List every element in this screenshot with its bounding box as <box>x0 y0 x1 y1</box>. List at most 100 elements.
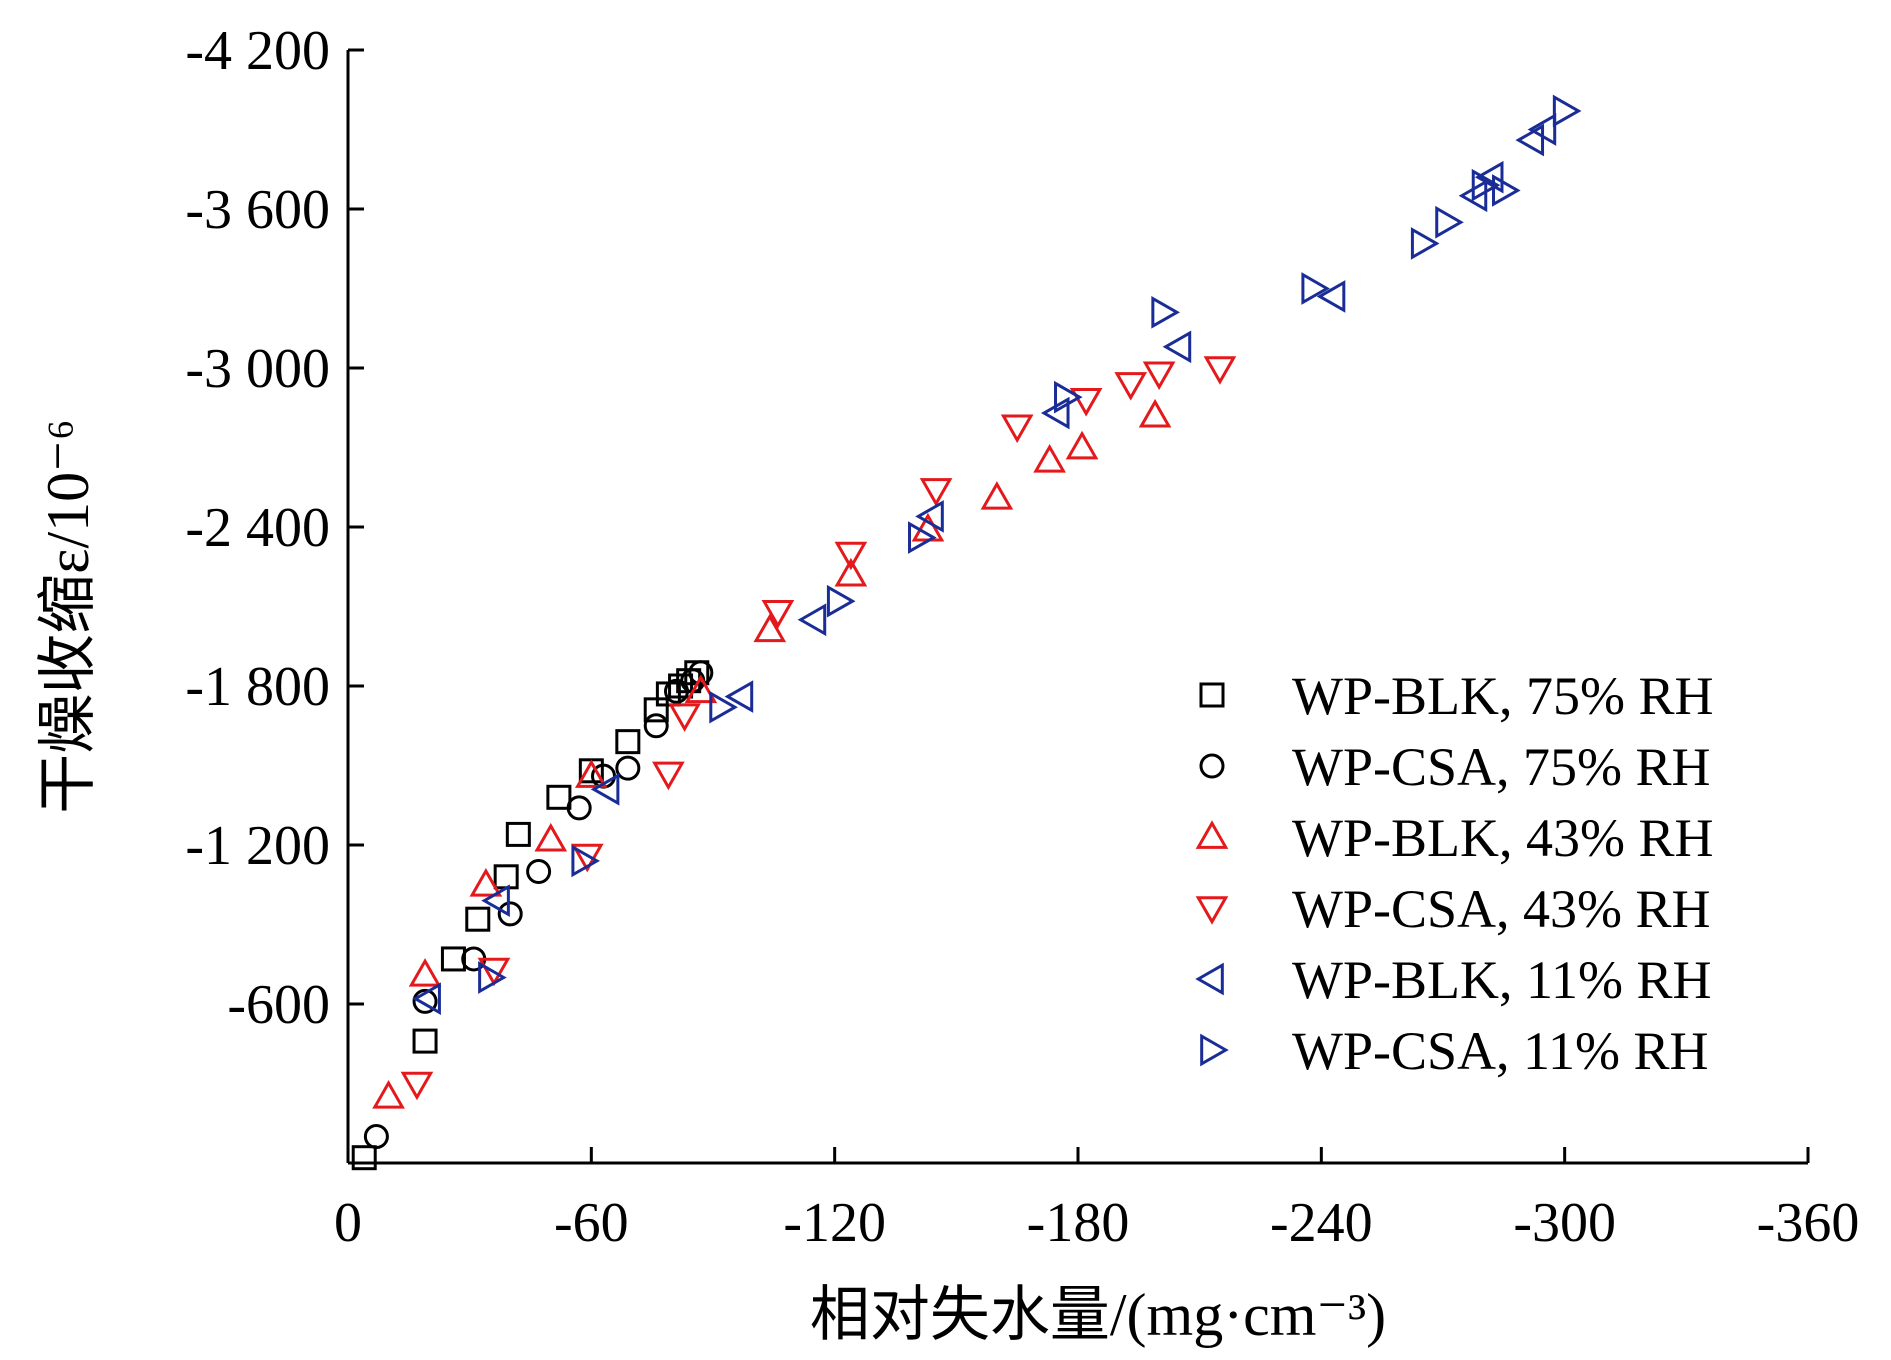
legend-item: WP-CSA, 43% RH <box>1195 879 1711 939</box>
x-tick-label: -180 <box>1027 1192 1130 1254</box>
data-point <box>652 761 685 791</box>
y-tick-label: -3 600 <box>185 179 330 241</box>
data-point <box>668 673 694 699</box>
series-5 <box>412 113 1557 1016</box>
data-point <box>546 784 572 810</box>
data-point <box>834 557 868 587</box>
data-point <box>497 901 523 927</box>
data-point <box>570 843 604 873</box>
data-point <box>797 603 827 637</box>
data-point <box>1069 387 1103 417</box>
data-point <box>761 599 795 629</box>
data-point <box>724 680 754 713</box>
data-point <box>688 660 714 686</box>
x-tick-label: -300 <box>1513 1192 1616 1254</box>
legend-label: WP-BLK, 43% RH <box>1292 808 1713 868</box>
data-point <box>363 1124 389 1149</box>
y-tick-label: -1 200 <box>185 815 330 877</box>
legend-label: WP-BLK, 11% RH <box>1292 950 1711 1010</box>
data-point <box>615 755 641 781</box>
data-point <box>351 1145 377 1171</box>
data-point <box>469 867 503 897</box>
data-point <box>834 541 868 571</box>
data-point <box>615 729 641 755</box>
data-point <box>1151 296 1180 329</box>
y-tick-label: -600 <box>227 974 330 1036</box>
data-point <box>1527 113 1557 146</box>
data-point <box>505 821 531 847</box>
legend-label: WP-CSA, 43% RH <box>1292 879 1711 939</box>
data-point <box>481 884 510 917</box>
legend-label: WP-CSA, 11% RH <box>1292 1021 1709 1081</box>
x-tick-label: -240 <box>1270 1192 1373 1254</box>
data-point <box>412 982 441 1016</box>
legend: WP-BLK, 75% RH WP-CSA, 75% RH WP-BLK, 43% … <box>1195 666 1713 1081</box>
data-point <box>1054 380 1083 414</box>
series-2 <box>363 660 714 1149</box>
x-tick-label: -360 <box>1757 1192 1860 1254</box>
x-tick-label: -120 <box>783 1192 886 1254</box>
data-point <box>571 844 600 878</box>
axes: 0 -60 -120 -180 -240 -300 -360 -600 -1 200 -1 800… <box>185 20 1859 1254</box>
legend-marker <box>1199 753 1225 779</box>
data-point <box>408 958 442 987</box>
data-point <box>1492 174 1521 207</box>
data-point <box>1471 168 1501 202</box>
data-point <box>412 988 438 1014</box>
data-point <box>1000 414 1034 444</box>
x-tick-label: 0 <box>334 1192 362 1254</box>
data-point <box>1552 94 1582 128</box>
data-point <box>1316 280 1346 313</box>
y-tick-label: -1 800 <box>185 656 330 718</box>
data-point <box>1515 123 1545 157</box>
data-point <box>1435 205 1464 239</box>
data-point <box>1142 361 1176 391</box>
x-axis-label: 相对失水量/(mg·cm⁻³) <box>810 1282 1386 1348</box>
series-6 <box>478 94 1582 994</box>
legend-marker <box>1195 962 1224 996</box>
data-point <box>478 961 507 994</box>
data-point <box>590 773 620 806</box>
data-point <box>684 674 718 704</box>
data-point <box>709 690 738 724</box>
legend-marker <box>1195 896 1229 925</box>
data-point <box>980 481 1014 510</box>
data-point <box>1114 372 1148 401</box>
data-point <box>1033 443 1066 473</box>
y-tick-label: -4 200 <box>185 20 330 82</box>
data-point <box>643 713 669 739</box>
data-point <box>477 957 511 987</box>
legend-label: WP-CSA, 75% RH <box>1292 737 1711 797</box>
data-point <box>1301 272 1330 305</box>
y-tick-label: -3 000 <box>185 338 330 400</box>
data-point <box>1410 227 1440 260</box>
data-point <box>465 906 491 932</box>
data-point <box>753 613 787 643</box>
legend-item: WP-CSA, 75% RH <box>1199 737 1711 797</box>
data-point <box>1162 330 1192 364</box>
series-4 <box>400 356 1237 1101</box>
data-point <box>566 795 592 821</box>
y-tick-label: -2 400 <box>185 497 330 559</box>
data-point <box>1203 356 1237 385</box>
x-tick-label: -60 <box>554 1192 629 1254</box>
data-point <box>908 521 937 554</box>
legend-item: WP-BLK, 43% RH <box>1195 808 1713 868</box>
data-point <box>534 822 568 852</box>
data-point <box>1474 160 1504 194</box>
data-point <box>493 864 519 890</box>
data-point <box>1138 398 1172 428</box>
legend-marker <box>1195 820 1229 849</box>
legend-marker <box>1199 682 1225 708</box>
data-point <box>668 703 701 732</box>
legend-marker <box>1200 1033 1229 1067</box>
legend-label: WP-BLK, 75% RH <box>1292 666 1713 726</box>
data-point <box>915 500 944 533</box>
data-point <box>440 946 466 972</box>
data-point <box>826 584 856 618</box>
legend-item: WP-BLK, 75% RH <box>1199 666 1713 726</box>
data-point <box>412 1028 438 1054</box>
data-point <box>372 1079 405 1109</box>
legend-item: WP-CSA, 11% RH <box>1200 1021 1709 1081</box>
